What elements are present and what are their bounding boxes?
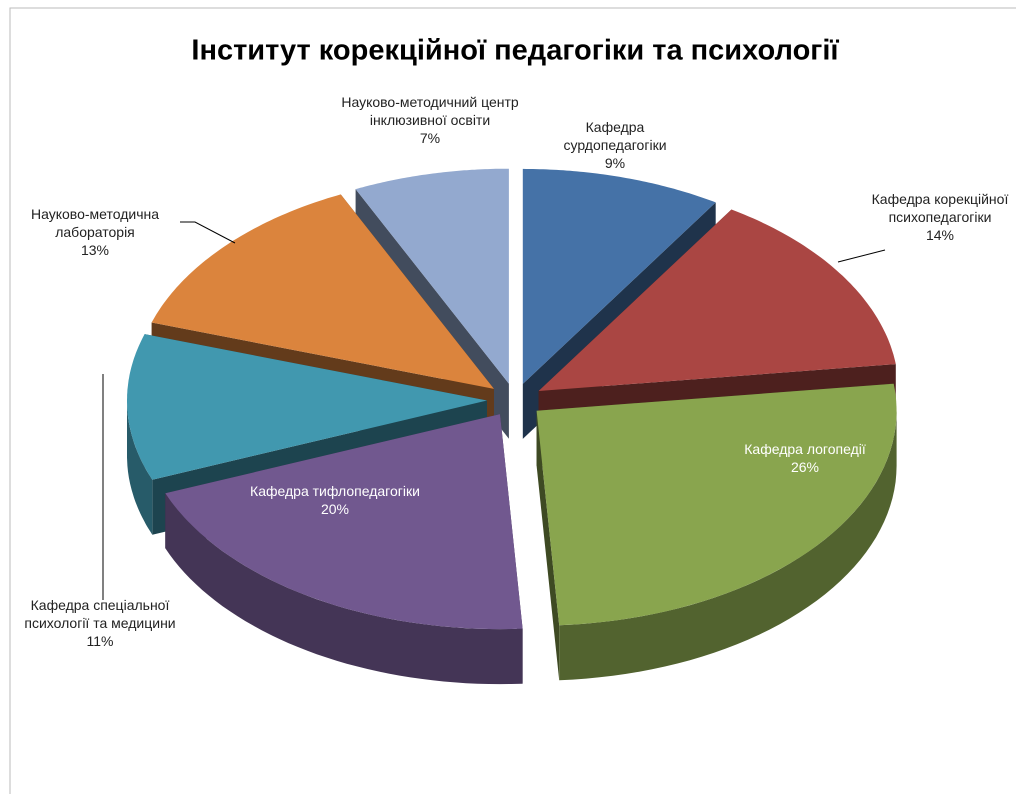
percent-label: 26%	[790, 459, 820, 475]
slice-outer-side	[559, 410, 897, 681]
slice	[538, 209, 896, 391]
leader-lines	[102, 221, 886, 600]
percent-label: 11%	[86, 633, 114, 649]
data-label: Кафедра логопедії 26%	[715, 440, 895, 476]
category-label: Науково-методична лабораторія	[30, 206, 160, 240]
chart-title: Інститут корекційної педагогіки та психо…	[191, 35, 839, 67]
category-label: Науково-методичний центр інклюзивної осв…	[341, 94, 519, 128]
slice-outer-side	[127, 400, 153, 535]
percent-label: 13%	[80, 242, 110, 258]
pie	[127, 168, 897, 685]
data-label-box: Кафедра корекційної психопедагогіки 14%	[865, 190, 1015, 244]
category-label: Кафедра спеціальної психології та медици…	[24, 597, 176, 631]
percent-label: 20%	[320, 501, 350, 517]
slice-outer-side	[165, 493, 523, 685]
slice	[536, 383, 897, 626]
slice	[127, 334, 487, 480]
slice	[522, 168, 716, 384]
slice-side	[536, 410, 560, 681]
percent-label: 9%	[604, 155, 626, 171]
data-label: Кафедра корекційної психопедагогіки 14%	[865, 190, 1015, 244]
percent-label: 7%	[419, 130, 441, 146]
leader-line	[837, 249, 886, 263]
data-label: Кафедра тифлопедагогіки 20%	[250, 482, 420, 518]
data-label-box: Науково-методична лабораторія 13%	[10, 205, 180, 259]
data-label-box: Кафедра тифлопедагогіки 20%	[250, 482, 420, 518]
category-label: Кафедра корекційної психопедагогіки	[871, 191, 1009, 225]
percent-label: 14%	[925, 227, 955, 243]
category-label: Кафедра сурдопедагогіки	[563, 119, 667, 153]
data-label-box: Кафедра сурдопедагогіки 9%	[535, 118, 695, 172]
data-label-box: Кафедра логопедії 26%	[715, 440, 895, 476]
slice	[355, 168, 509, 384]
data-label: Кафедра спеціальної психології та медици…	[5, 596, 195, 650]
category-label: Кафедра тифлопедагогіки	[250, 483, 420, 499]
slice	[165, 414, 523, 630]
labels: Кафедра сурдопедагогіки 9% Кафедра корекці…	[5, 93, 1015, 650]
data-label: Науково-методичний центр інклюзивної осв…	[330, 93, 530, 147]
data-label: Кафедра сурдопедагогіки 9%	[535, 118, 695, 172]
data-label-box: Кафедра спеціальної психології та медици…	[5, 596, 195, 650]
slice	[151, 194, 494, 389]
data-label-box: Науково-методичний центр інклюзивної осв…	[330, 93, 530, 147]
data-label: Науково-методична лабораторія 13%	[10, 205, 180, 259]
category-label: Кафедра логопедії	[744, 441, 866, 457]
leader-line	[180, 221, 236, 244]
